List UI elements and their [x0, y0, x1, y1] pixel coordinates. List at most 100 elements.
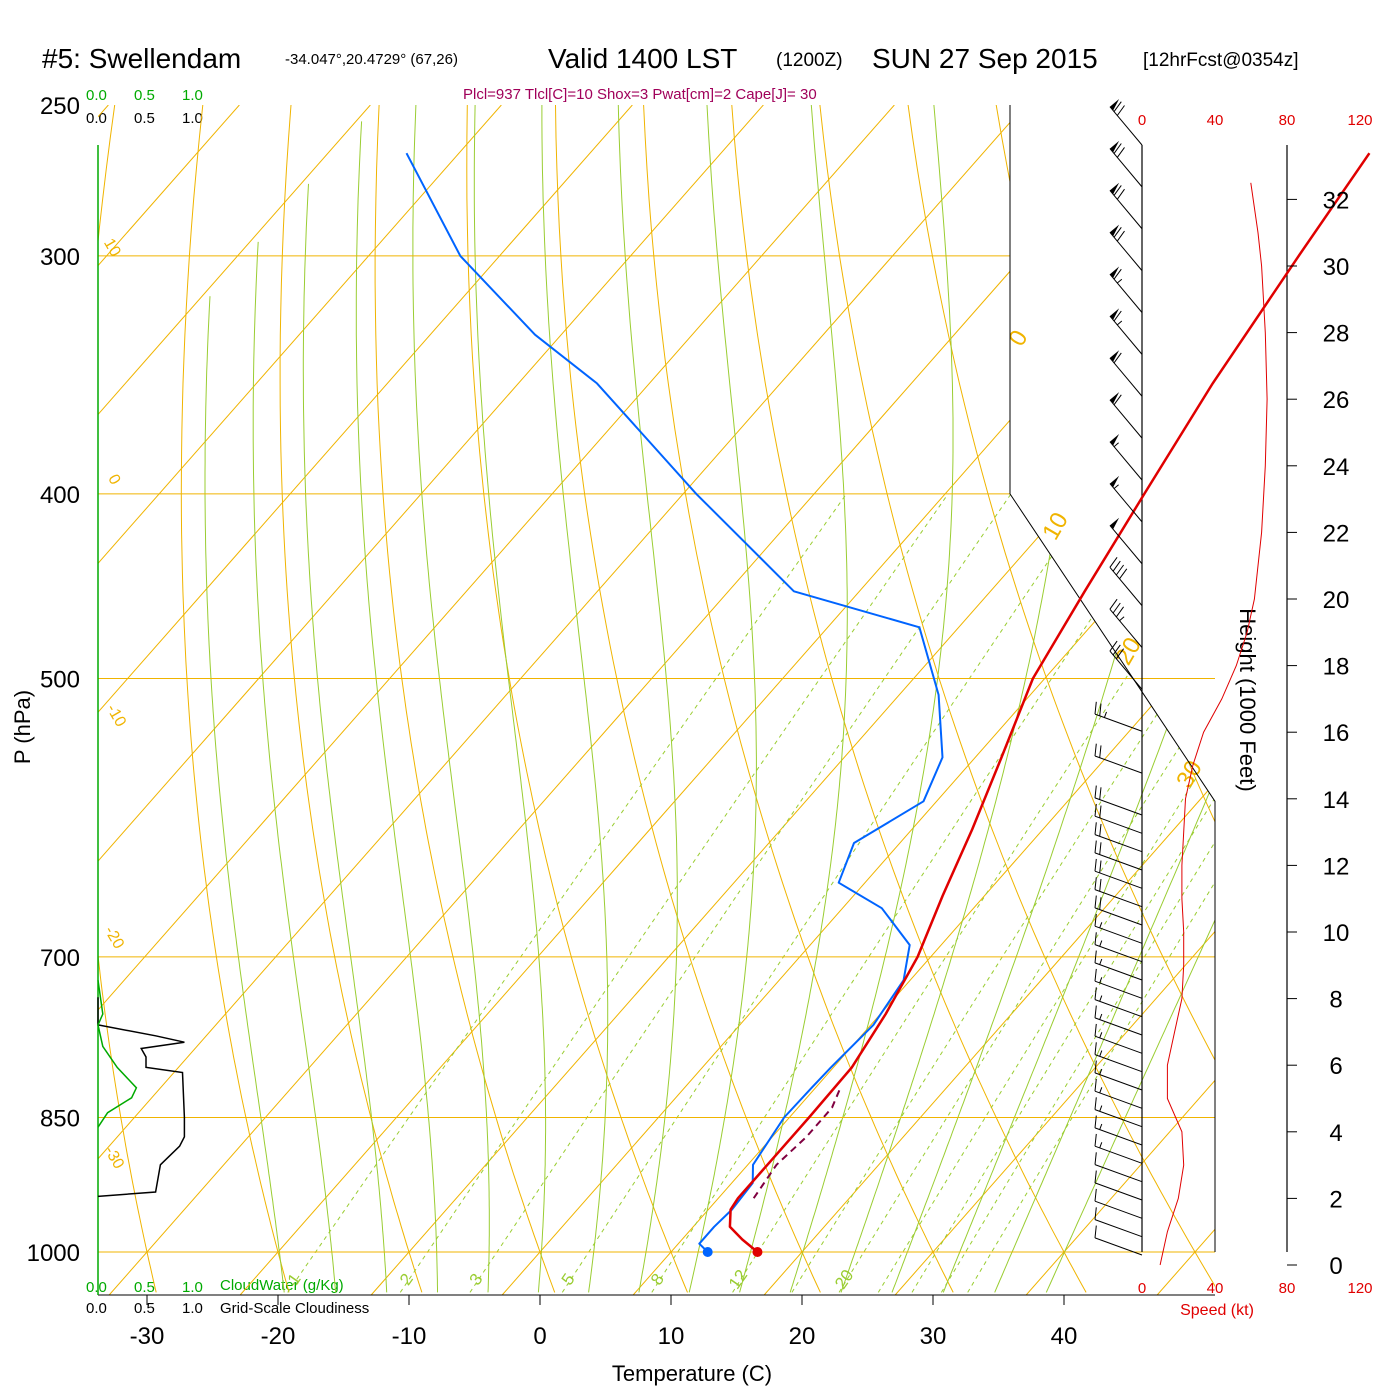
isotherm-line: [98, 105, 371, 1295]
station-coords: -34.047°,20.4729° (67,26): [285, 51, 458, 68]
wind-barb-feather: [1094, 895, 1097, 908]
wind-barb-pennant: [1109, 182, 1120, 195]
valid-zulu: (1200Z): [776, 50, 843, 71]
wind-barb-feather: [1094, 950, 1097, 963]
height-tick-label: 20: [1323, 587, 1350, 614]
wind-barb-feather: [1115, 606, 1125, 618]
dry-adiabat-line: [641, 105, 954, 1293]
mixing-ratio-line: [399, 493, 949, 1293]
wind-barb-feather: [1094, 743, 1097, 757]
temperature-tick-label: -10: [392, 1323, 427, 1350]
mixing-ratio-label: 5: [558, 1270, 579, 1289]
temperature-tick-label: 0: [533, 1323, 546, 1350]
mixing-ratio-line: [651, 493, 1175, 1293]
wind-barb-staff: [1094, 1035, 1143, 1054]
height-tick-label: 22: [1323, 520, 1350, 547]
wind-barb-half-feather: [1099, 1087, 1103, 1094]
wind-barb-half-feather: [1099, 940, 1103, 947]
moist-adiabat-line: [355, 121, 438, 1293]
wind-barb-feather: [1099, 860, 1102, 873]
moist-adiabat-line: [688, 105, 757, 1293]
wind-barb-feather: [1113, 352, 1122, 364]
wind-barb-half-feather: [1113, 484, 1119, 489]
wind-barb-feather: [1094, 840, 1097, 853]
wind-barb-feather: [1094, 1005, 1097, 1018]
wind-barb-staff: [1094, 1145, 1143, 1164]
wind-barb: [1109, 266, 1143, 313]
wind-barb-feather: [1094, 1023, 1097, 1037]
cloudiness-label: Grid-Scale Cloudiness: [220, 1300, 369, 1317]
mixing-ratio-line: [469, 493, 1012, 1293]
wind-barb-staff: [1109, 231, 1143, 271]
height-tick-label: 4: [1329, 1120, 1342, 1147]
wind-barb-feather: [1113, 394, 1122, 406]
wind-barb-pennant: [1109, 266, 1120, 278]
wind-barb-feather: [1094, 987, 1097, 1000]
wind-barb-half-feather: [1116, 320, 1123, 326]
wind-barb-feather: [1112, 644, 1121, 656]
wind-barb-pennant: [1109, 350, 1120, 362]
cloudwater-tick-top-2: 1.0: [182, 87, 203, 104]
x-axis-label: Temperature (C): [612, 1361, 772, 1386]
temperature-profile-line: [728, 152, 1371, 1253]
isobars: [98, 255, 1215, 1253]
wind-barb: [1109, 392, 1143, 439]
dry-adiabat-line: [0, 71, 32, 1292]
temperature-tick-label: -30: [130, 1323, 165, 1350]
wind-barb-feather: [1109, 640, 1118, 652]
wind-barb-pennant: [1109, 475, 1120, 488]
wind-barb-feather: [1115, 648, 1125, 659]
height-tick-label: 10: [1323, 920, 1350, 947]
moist-adiabat-line: [1045, 105, 1215, 1293]
wind-barb: [1094, 1042, 1143, 1073]
wind-barb-half-feather: [1099, 1123, 1103, 1130]
wind-barb-staff: [1094, 999, 1143, 1018]
wind-barb-staff: [1094, 944, 1143, 963]
height-tick-label: 24: [1323, 454, 1350, 481]
wind-barb-staff: [1109, 357, 1143, 397]
mixing-ratio-line: [877, 493, 1215, 1293]
wind-barb-half-feather: [1116, 278, 1123, 284]
speed-tick-bottom-2: 80: [1279, 1280, 1296, 1297]
height-tick-label: 26: [1323, 387, 1350, 414]
wind-barb: [1094, 1170, 1143, 1201]
wind-barb: [1094, 785, 1143, 816]
wind-barb-half-feather: [1103, 711, 1107, 718]
wind-barb-staff: [1109, 399, 1143, 439]
wind-barb-half-feather: [1099, 1068, 1103, 1075]
wind-barb-feather: [1094, 877, 1097, 890]
plot-frame: [97, 105, 1288, 1296]
wind-barb-feather: [1094, 803, 1097, 817]
wind-barb-feather: [1099, 842, 1102, 855]
wind-barb-staff: [1094, 852, 1143, 871]
temperature-tick-label: 10: [658, 1323, 685, 1350]
wind-barb: [1109, 434, 1143, 481]
dry-adiabat-line: [374, 105, 556, 1293]
background-grid: [0, 71, 1215, 1295]
wind-barb: [1094, 1115, 1143, 1146]
wind-barb-staff: [1109, 566, 1143, 606]
pressure-tick-label: 500: [40, 667, 80, 694]
surface-dewpoint-point: [702, 1247, 713, 1257]
cloud-scale-bottom: 0.0 0.5 1.0 CloudWater (g/Kg) 0.0 0.5 1.…: [86, 1277, 369, 1317]
wind-barb-half-feather: [1099, 922, 1103, 929]
mixing-ratio-line: [940, 493, 1215, 1293]
dry-adiabat-line: [98, 105, 157, 1293]
wind-barb-feather: [1113, 310, 1122, 322]
wind-barb: [1094, 1207, 1143, 1238]
cloudiness-tick-top-2: 1.0: [182, 110, 203, 127]
height-tick-label: 16: [1323, 720, 1350, 747]
wind-barb-feather: [1119, 568, 1128, 580]
wind-barb-feather: [1116, 105, 1125, 116]
wind-barb-staff: [1094, 1072, 1143, 1091]
wind-barb: [1094, 968, 1143, 999]
moist-adiabat-line: [942, 105, 1215, 1293]
height-tick-label: 18: [1323, 654, 1350, 681]
forecast-label: [12hrFcst@0354z]: [1143, 50, 1299, 71]
wind-barb-staff: [1094, 980, 1143, 999]
cloudwater-tick-top-0: 0.0: [86, 87, 107, 104]
moist-adiabat-line: [739, 105, 848, 1293]
wind-barb-feather: [1099, 787, 1102, 800]
wind-barb: [1094, 840, 1143, 871]
